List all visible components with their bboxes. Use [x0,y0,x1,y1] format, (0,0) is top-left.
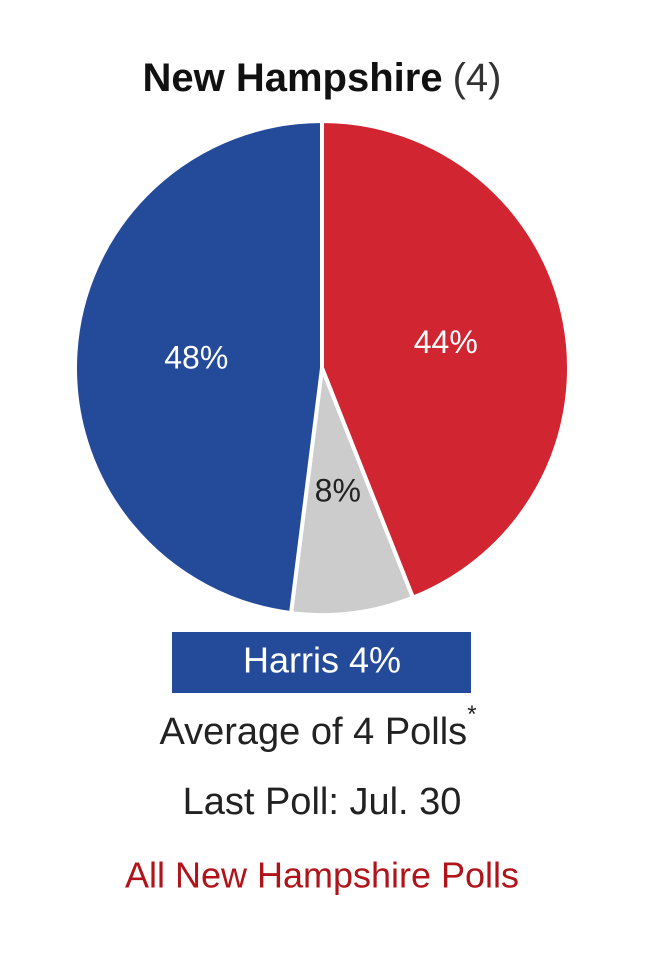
slice-label: 44% [414,324,478,360]
all-polls-link[interactable]: All New Hampshire Polls [125,855,519,896]
leader-banner: Harris 4% [243,640,401,681]
last-poll: Last Poll: Jul. 30 [183,781,462,823]
average: Average of 4 Polls [159,711,467,753]
electoral-votes: (4) [453,56,502,100]
slice-label: 8% [315,472,361,508]
footnote-mark: * [467,701,476,728]
leader-banner-bg [172,632,471,693]
slice-label: 48% [164,340,228,376]
pie-slice [320,119,571,600]
average-line: Average of 4 Polls* [159,701,476,753]
state-name: New Hampshire [143,56,443,100]
title-line: New Hampshire (4) [143,56,502,100]
pie-slice [73,119,324,616]
pie-slice [289,366,415,617]
pie: 44% 8% 48% [73,119,571,617]
